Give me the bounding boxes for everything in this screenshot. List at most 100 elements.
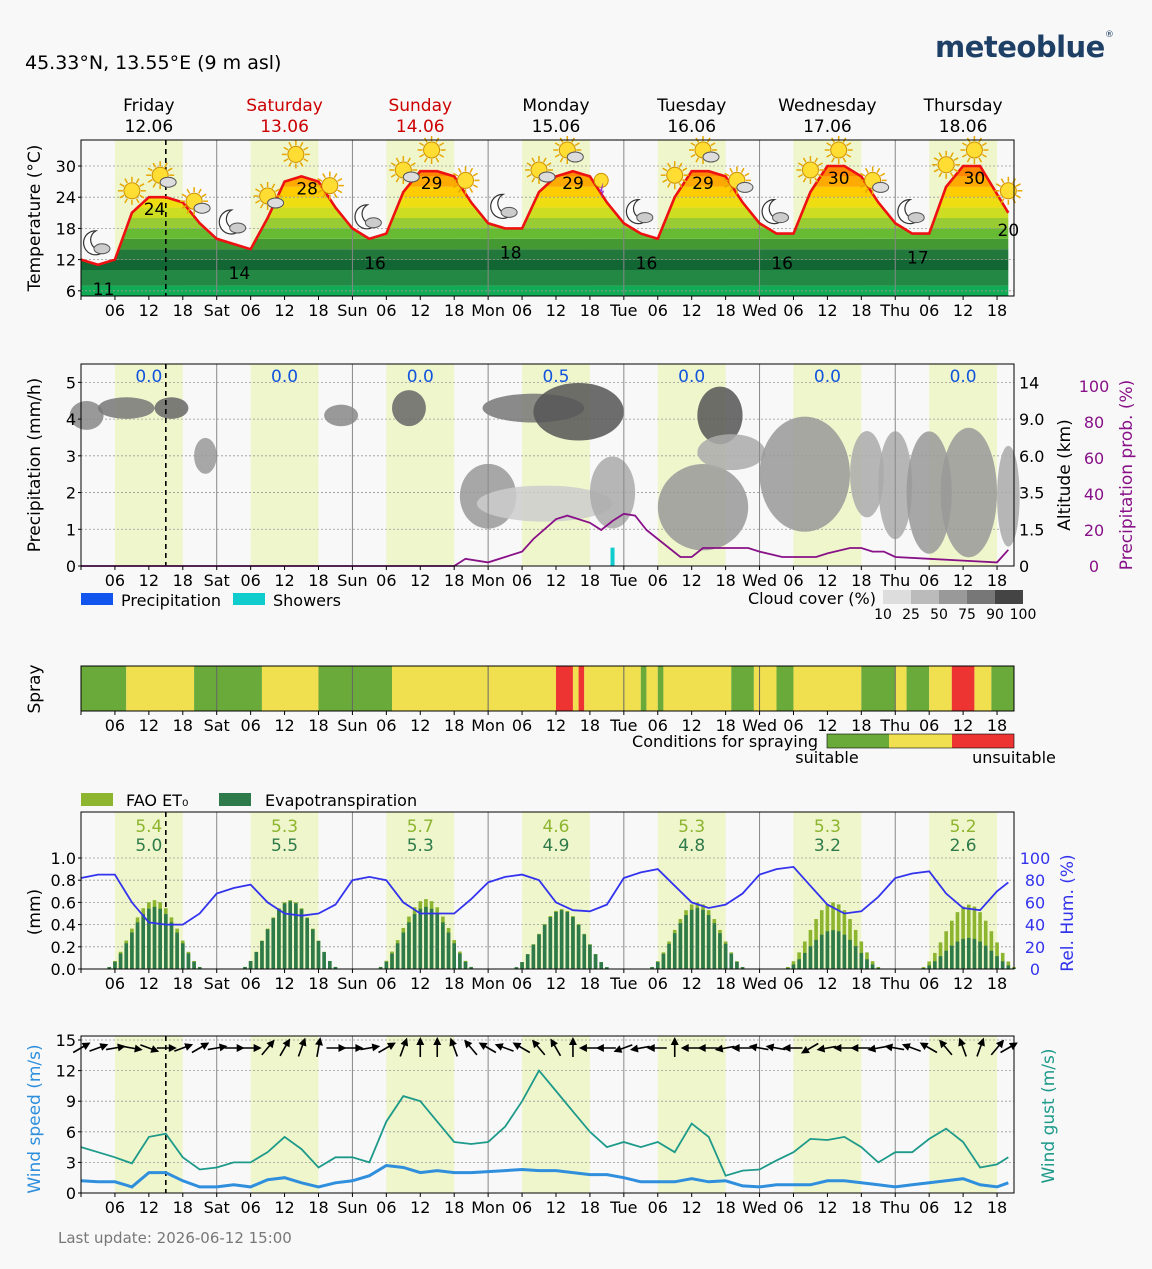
precip-y-tick-label: 1 [66,520,76,539]
evapotranspiration-bar [407,922,411,969]
evapotranspiration-bar [305,918,309,969]
sun-ray [526,173,532,178]
wind-direction-arrow [464,1039,478,1056]
temp-day-tick-label: Mon [471,301,505,320]
arrow-head [150,1045,160,1053]
sun-disc [999,182,1017,200]
precip-hour-tick-label: 06 [512,571,532,590]
wind-direction-arrow [261,1039,275,1056]
sun-ray [667,182,671,188]
precip-hour-tick-label: 12 [274,571,294,590]
evapo-hour-tick-label: 12 [953,974,973,993]
evapo-legend-label: Evapotranspiration [265,791,417,810]
day-header-date: 13.06 [260,117,309,137]
sun-disc [937,156,955,174]
evapo-hour-tick-label: 18 [715,974,735,993]
cloud-cover-patch [906,431,952,554]
temp-day-tick-label: Sun [337,301,367,320]
precip-hour-tick-label: 18 [444,571,464,590]
moon-cloud-icon [218,209,247,235]
cloud-cover-patch [392,390,426,427]
sun-ray [744,172,750,177]
evapotranspiration-bar [819,934,824,969]
evapotranspiration-bar [667,943,671,969]
wind-direction-arrow [449,1037,459,1057]
temp-band [81,207,1009,218]
fao-et0-bar [927,961,931,969]
spray-hour-tick-label: 06 [105,716,125,735]
sun-ray [802,157,807,163]
spray-segment [261,666,319,711]
showers-bar [610,547,615,566]
temp-hour-tick-label: 18 [851,301,871,320]
arrow-head [568,1037,577,1045]
arrow-head [867,1044,877,1053]
sun-icon [315,171,344,200]
evapotranspiration-bar [576,924,581,969]
arrow-head [919,1042,929,1050]
arrow-head [833,1044,842,1052]
sun-ray [531,177,536,183]
evapotranspiration-bar [684,915,688,969]
wind-direction-arrow [748,1043,769,1052]
brand-logo[interactable]: meteoblue® [935,30,1114,64]
wind-hour-tick-label: 18 [851,1198,871,1217]
sun-ray [457,167,462,173]
prob-axis-label: Precipitation prob. (%) [1117,380,1137,571]
wind-direction-arrow [105,1043,126,1052]
evapotranspiration-bar [322,952,326,969]
evapo-hour-tick-label: 18 [173,974,193,993]
daily-fao-total: 5.2 [950,817,977,837]
wind-direction-arrow [568,1037,577,1057]
sun-ray [271,183,276,189]
sun-ray [842,157,847,163]
cloud-legend-tick: 75 [958,607,976,623]
precip-hour-tick-label: 18 [987,571,1007,590]
wind-panel-day-band [793,1036,862,1193]
wind-y-tick-label: 6 [66,1123,76,1142]
evapotranspiration-bar [401,932,406,969]
evapotranspiration-bar [978,941,982,969]
spray-segment [126,666,195,711]
sun-ray [682,167,688,172]
sun-cloud-icon [253,182,285,210]
prob-tick-label: 40 [1084,485,1104,504]
cloud-cover-patch [324,404,359,427]
cloud-cover-patch [589,456,636,529]
sun-ray [288,141,293,147]
evapo-hour-tick-label: 18 [851,974,871,993]
showers-legend-swatch [233,593,265,605]
spray-segment [640,666,647,711]
sun-ray [826,142,832,147]
wind-direction-arrow [800,1042,819,1054]
evapotranspiration-bar [808,946,813,969]
evapotranspiration-bar [695,907,700,969]
sun-disc [593,172,609,188]
wind-y-tick-label: 9 [66,1092,76,1111]
evapotranspiration-bar [802,952,807,969]
evapo-hour-tick-label: 06 [105,974,125,993]
precip-hour-tick-label: 12 [139,571,159,590]
wind-border [80,1035,1015,1194]
precip-hour-tick-label: 18 [851,571,871,590]
cloud-shape [500,206,518,218]
cloud-shape [736,181,754,193]
sun-ray [259,183,264,189]
evapotranspiration-bar [933,961,937,969]
sun-ray [546,162,552,167]
sun-ray [846,153,852,158]
temp-min-label: 17 [907,249,929,269]
day-header-name: Monday [522,96,589,116]
evapotranspiration-bar [842,934,847,969]
evapotranspiration-bar [870,964,875,969]
spray-segment [991,666,1014,711]
cloud-shape [402,171,420,183]
evapotranspiration-bar [559,910,564,969]
cloud-sun-icon [525,156,556,184]
precip-day-tick-label: Mon [471,571,505,590]
precip-day-tick-label: Tue [609,571,637,590]
daily-precip-total: 0.0 [950,367,977,387]
evapo-hour-tick-label: 06 [240,974,260,993]
evapotranspiration-bar [554,911,558,969]
